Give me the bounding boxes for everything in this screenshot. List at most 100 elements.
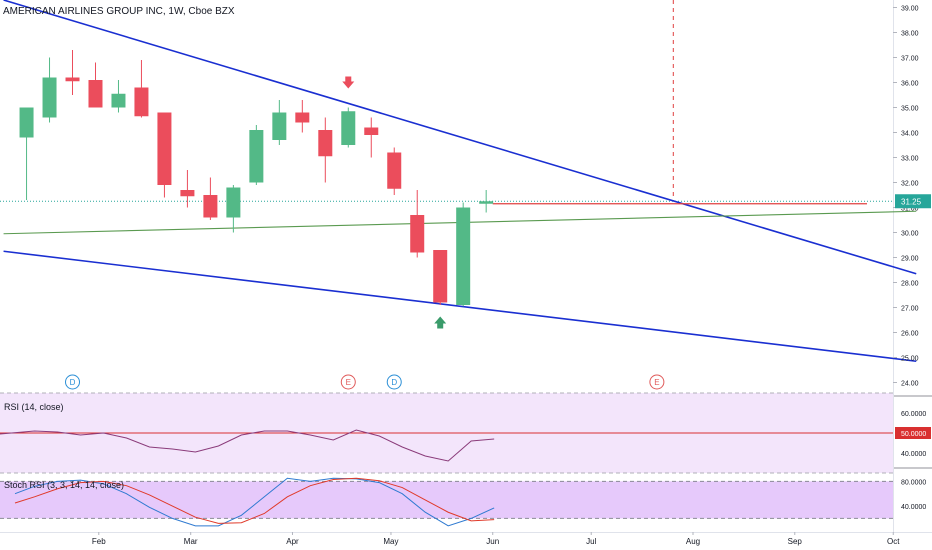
price-tick-label: 25.00 (901, 356, 919, 363)
rsi-midline-tag-bg (895, 427, 931, 439)
price-tick-label: 26.00 (901, 331, 919, 338)
stoch-tick-label: 80.0000 (901, 479, 926, 486)
lower-trendline[interactable] (3, 250, 917, 363)
rsi-midline-tag: 50.0000 (895, 427, 931, 439)
time-tick-label: Aug (686, 537, 700, 546)
event-badge-circle (340, 374, 356, 390)
buy-arrow-icon[interactable] (434, 316, 447, 329)
price-tick-label: 27.00 (901, 306, 919, 313)
candle[interactable] (410, 190, 425, 258)
stoch-rsi-label: Stoch RSI (3, 3, 14, 14, close) (4, 480, 124, 490)
price-tick-label: 35.00 (901, 106, 919, 113)
time-tick-label: May (383, 537, 398, 546)
price-tick-label: 30.00 (901, 231, 919, 238)
candle-body (134, 87, 149, 117)
candle-body (180, 190, 195, 197)
candle[interactable] (134, 60, 149, 118)
sell-arrow-icon[interactable] (342, 76, 355, 89)
current-price-tag[interactable]: 31.25 (895, 194, 931, 209)
price-tick-label: 34.00 (901, 131, 919, 138)
current-price-tag-label: 31.25 (901, 197, 922, 206)
candle-body (479, 201, 494, 204)
time-tick-label: Jul (586, 537, 596, 546)
rsi-tick-label: 40.0000 (901, 451, 926, 458)
time-tick-label: Feb (92, 537, 106, 546)
time-tick-label: Jun (486, 537, 499, 546)
event-badge-label: E (346, 378, 351, 387)
candle-body (272, 112, 287, 140)
candle[interactable] (364, 117, 379, 158)
event-badge-label: D (70, 378, 76, 387)
candle-body (341, 111, 356, 145)
time-tick-label: Sep (788, 537, 803, 546)
candle-body (295, 112, 310, 123)
chart-title: AMERICAN AIRLINES GROUP INC, 1W, Cboe BZ… (3, 6, 235, 17)
dividend-event-icon[interactable]: D (65, 374, 81, 390)
candle-body (456, 207, 471, 305)
price-tick-label: 24.00 (901, 381, 919, 388)
candle-body (318, 130, 333, 157)
candle-body (111, 93, 126, 108)
current-price-tag-bg (895, 194, 931, 209)
candle[interactable] (249, 125, 264, 185)
candle-body (157, 112, 172, 185)
candle-body (387, 152, 402, 189)
candle-body (226, 187, 241, 218)
candle-body (42, 77, 57, 118)
candle[interactable] (111, 80, 126, 113)
candle-body (88, 80, 103, 108)
price-tick-label: 28.00 (901, 281, 919, 288)
event-badge-circle (649, 374, 665, 390)
event-badge-label: E (654, 378, 659, 387)
candle[interactable] (318, 117, 333, 183)
price-tick-label: 33.00 (901, 156, 919, 163)
event-badge-label: D (391, 378, 397, 387)
price-tick-label: 39.00 (901, 6, 919, 13)
price-tick-label: 37.00 (901, 56, 919, 63)
candle[interactable] (19, 107, 34, 201)
candle-body (65, 77, 80, 82)
candle[interactable] (295, 100, 310, 133)
candle[interactable] (65, 50, 80, 95)
candle[interactable] (479, 190, 494, 213)
candle[interactable] (387, 147, 402, 196)
candle-body (433, 250, 448, 303)
time-tick-label: Oct (887, 537, 900, 546)
price-tick-label: 38.00 (901, 31, 919, 38)
rsi-label: RSI (14, close) (4, 402, 64, 412)
candle[interactable] (180, 170, 195, 208)
candle[interactable] (433, 250, 448, 305)
candle[interactable] (157, 112, 172, 198)
time-tick-label: Mar (184, 537, 198, 546)
rsi-tick-label: 60.0000 (901, 411, 926, 418)
rsi-midline-tag-label: 50.0000 (901, 431, 926, 438)
event-badge-circle (386, 374, 402, 390)
upper-trendline[interactable] (3, 0, 917, 275)
earnings-event-icon[interactable]: E (340, 374, 356, 390)
time-tick-label: Apr (286, 537, 299, 546)
candle-body (410, 215, 425, 253)
stoch-d-line[interactable] (14, 477, 495, 524)
candle-body (364, 127, 379, 135)
price-tick-label: 32.00 (901, 181, 919, 188)
rsi-line[interactable] (0, 429, 495, 462)
stoch-tick-label: 40.0000 (901, 504, 926, 511)
candle[interactable] (88, 62, 103, 108)
candle[interactable] (456, 202, 471, 307)
candle[interactable] (226, 185, 241, 233)
dividend-event-icon[interactable]: D (386, 374, 402, 390)
candle[interactable] (341, 107, 356, 148)
candle-body (249, 130, 264, 183)
candle[interactable] (42, 57, 57, 123)
candle-body (203, 195, 218, 218)
price-tick-label: 31.00 (901, 206, 919, 213)
candle[interactable] (272, 100, 287, 145)
earnings-event-icon[interactable]: E (649, 374, 665, 390)
stoch-band (0, 481, 893, 519)
candle-body (19, 107, 34, 138)
event-badge-circle (65, 374, 81, 390)
price-pane[interactable] (0, 0, 893, 395)
price-tick-label: 29.00 (901, 256, 919, 263)
candle[interactable] (203, 177, 218, 221)
